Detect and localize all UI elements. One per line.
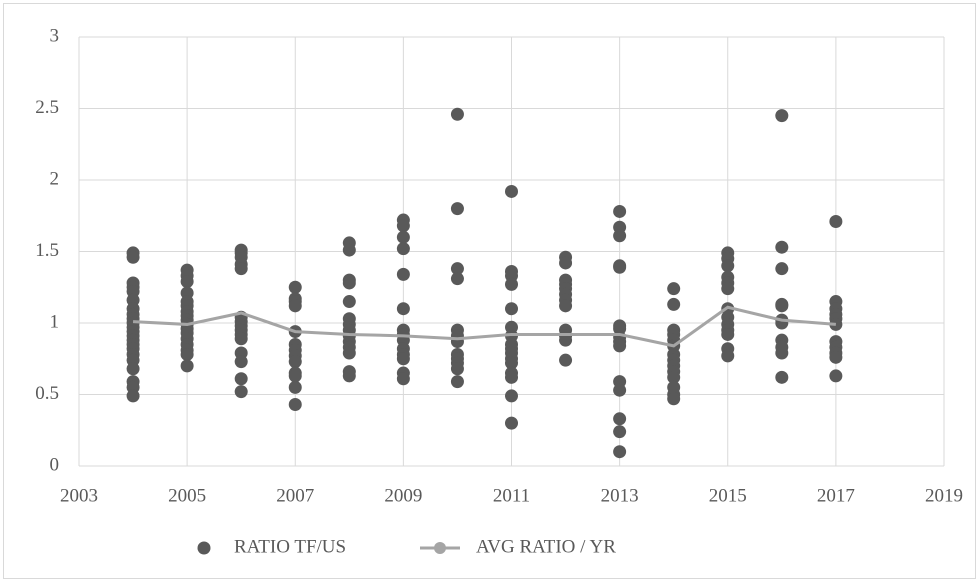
scatter-point: [775, 346, 789, 360]
scatter-point: [234, 332, 248, 346]
scatter-point: [180, 347, 194, 361]
scatter-point: [180, 359, 194, 373]
y-tick-label: 0: [50, 454, 60, 475]
scatter-point: [559, 299, 573, 313]
scatter-point: [126, 362, 140, 376]
scatter-point: [721, 327, 735, 341]
scatter-point: [396, 242, 410, 256]
y-tick-label: 3: [50, 25, 60, 46]
scatter-point: [667, 370, 681, 384]
legend-swatch: [434, 542, 446, 554]
scatter-point: [613, 229, 627, 243]
scatter-point: [180, 275, 194, 289]
scatter-point: [288, 398, 302, 412]
scatter-point: [505, 302, 518, 316]
scatter-point: [396, 230, 410, 244]
scatter-point: [505, 416, 518, 430]
scatter-point: [450, 272, 464, 286]
x-tick-label: 2017: [817, 485, 855, 506]
scatter-point: [505, 370, 518, 384]
scatter-point: [775, 240, 789, 254]
scatter-point: [342, 243, 356, 257]
scatter-point: [126, 250, 140, 264]
scatter-point: [234, 262, 248, 276]
scatter-point: [288, 299, 302, 313]
scatter-point: [450, 362, 464, 376]
y-tick-label: 2.5: [35, 97, 59, 118]
scatter-point: [613, 412, 627, 426]
scatter-point: [396, 267, 410, 281]
y-tick-label: 1.5: [35, 240, 59, 261]
scatter-point: [613, 204, 627, 218]
scatter-point: [829, 369, 843, 383]
scatter-point: [613, 425, 627, 439]
legend-label: RATIO TF/US: [234, 536, 346, 557]
scatter-point: [829, 214, 843, 228]
scatter-point: [667, 282, 681, 296]
x-tick-label: 2007: [276, 485, 314, 506]
scatter-point: [721, 349, 735, 363]
scatter-point: [450, 375, 464, 389]
legend-label: AVG RATIO / YR: [476, 536, 616, 557]
scatter-point: [396, 302, 410, 316]
average-line: [132, 305, 836, 348]
scatter-point: [613, 260, 627, 274]
scatter-point: [288, 369, 302, 383]
legend-swatch: [197, 541, 211, 555]
scatter-point: [126, 389, 140, 403]
scatter-point: [667, 392, 681, 406]
y-tick-label: 2: [50, 168, 60, 189]
scatter-point: [559, 333, 573, 347]
scatter-point: [342, 276, 356, 290]
scatter-point: [613, 383, 627, 397]
y-tick-label: 1: [50, 311, 60, 332]
scatter-point: [505, 277, 518, 291]
scatter-point: [505, 184, 518, 198]
x-tick-label: 2019: [925, 485, 963, 506]
x-tick-label: 2005: [168, 485, 206, 506]
x-tick-label: 2003: [60, 485, 98, 506]
scatter-point: [613, 339, 627, 353]
scatter-point: [342, 369, 356, 383]
scatter-point: [234, 372, 248, 386]
x-tick-label: 2009: [384, 485, 422, 506]
scatter-point: [396, 219, 410, 233]
scatter-point: [234, 355, 248, 369]
scatter-point: [450, 107, 464, 121]
scatter-point: [775, 109, 789, 123]
scatter-point: [396, 372, 410, 386]
scatter-point: [288, 280, 302, 294]
scatter-point: [613, 445, 627, 459]
scatter-point: [288, 355, 302, 369]
scatter-point: [450, 202, 464, 216]
scatter-point: [234, 385, 248, 399]
x-tick-label: 2015: [709, 485, 747, 506]
scatter-point: [775, 262, 789, 276]
scatter-point: [829, 350, 843, 364]
scatter-point: [559, 353, 573, 367]
scatter-point: [450, 262, 464, 276]
scatter-point: [342, 346, 356, 360]
scatter-point: [342, 295, 356, 309]
scatter-point: [721, 282, 735, 296]
chart-border: [3, 3, 976, 579]
scatter-point: [505, 389, 518, 403]
y-tick-label: 0.5: [35, 383, 59, 404]
scatter-point: [775, 370, 789, 384]
x-tick-label: 2013: [601, 485, 639, 506]
x-tick-label: 2011: [493, 485, 530, 506]
scatter-point: [775, 299, 789, 313]
scatter-point: [505, 356, 518, 370]
scatter-point: [559, 256, 573, 270]
scatter-point: [721, 259, 735, 273]
scatter-point: [396, 352, 410, 366]
scatter-point: [288, 380, 302, 394]
scatter-point: [667, 297, 681, 311]
